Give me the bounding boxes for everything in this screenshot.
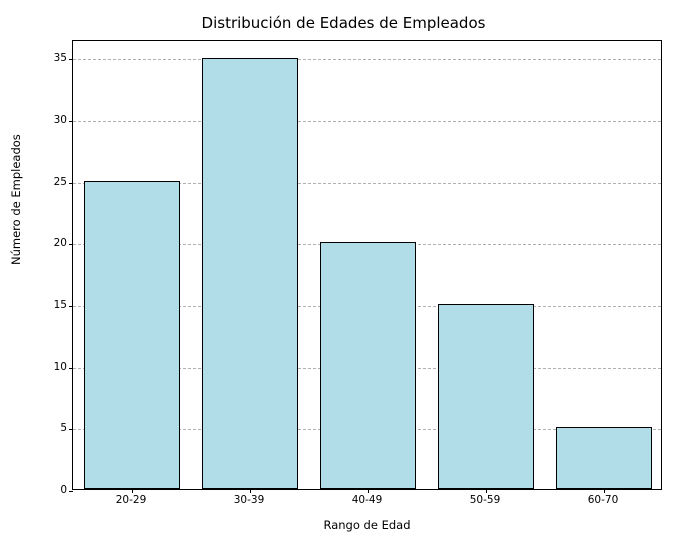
bar [320, 242, 417, 489]
x-tick-mark [604, 489, 605, 493]
plot-area [72, 40, 662, 490]
y-tick-mark [69, 59, 73, 60]
y-tick-label: 0 [60, 484, 67, 496]
x-tick-label: 50-59 [470, 494, 501, 506]
y-tick-mark [69, 121, 73, 122]
y-tick-label: 15 [54, 299, 67, 311]
y-tick-label: 5 [60, 422, 67, 434]
x-tick-label: 30-39 [234, 494, 265, 506]
y-tick-mark [69, 491, 73, 492]
y-tick-label: 20 [54, 237, 67, 249]
x-tick-label: 60-70 [588, 494, 619, 506]
chart-container: Distribución de Edades de Empleados Núme… [0, 0, 687, 548]
y-tick-mark [69, 368, 73, 369]
bar [84, 181, 181, 489]
x-tick-mark [486, 489, 487, 493]
x-axis-label: Rango de Edad [72, 518, 662, 532]
y-tick-mark [69, 306, 73, 307]
grid-line [73, 121, 661, 122]
x-tick-mark [250, 489, 251, 493]
bar [438, 304, 535, 489]
y-axis-label: Número de Empleados [9, 134, 23, 265]
bar [556, 427, 653, 489]
y-tick-label: 35 [54, 52, 67, 64]
bar [202, 58, 299, 490]
x-tick-mark [132, 489, 133, 493]
y-tick-label: 10 [54, 361, 67, 373]
y-tick-mark [69, 244, 73, 245]
y-tick-mark [69, 429, 73, 430]
x-tick-label: 40-49 [352, 494, 383, 506]
x-tick-mark [368, 489, 369, 493]
y-tick-label: 30 [54, 114, 67, 126]
y-tick-label: 25 [54, 176, 67, 188]
y-tick-mark [69, 183, 73, 184]
grid-line [73, 59, 661, 60]
chart-title: Distribución de Edades de Empleados [0, 14, 687, 32]
x-tick-label: 20-29 [116, 494, 147, 506]
